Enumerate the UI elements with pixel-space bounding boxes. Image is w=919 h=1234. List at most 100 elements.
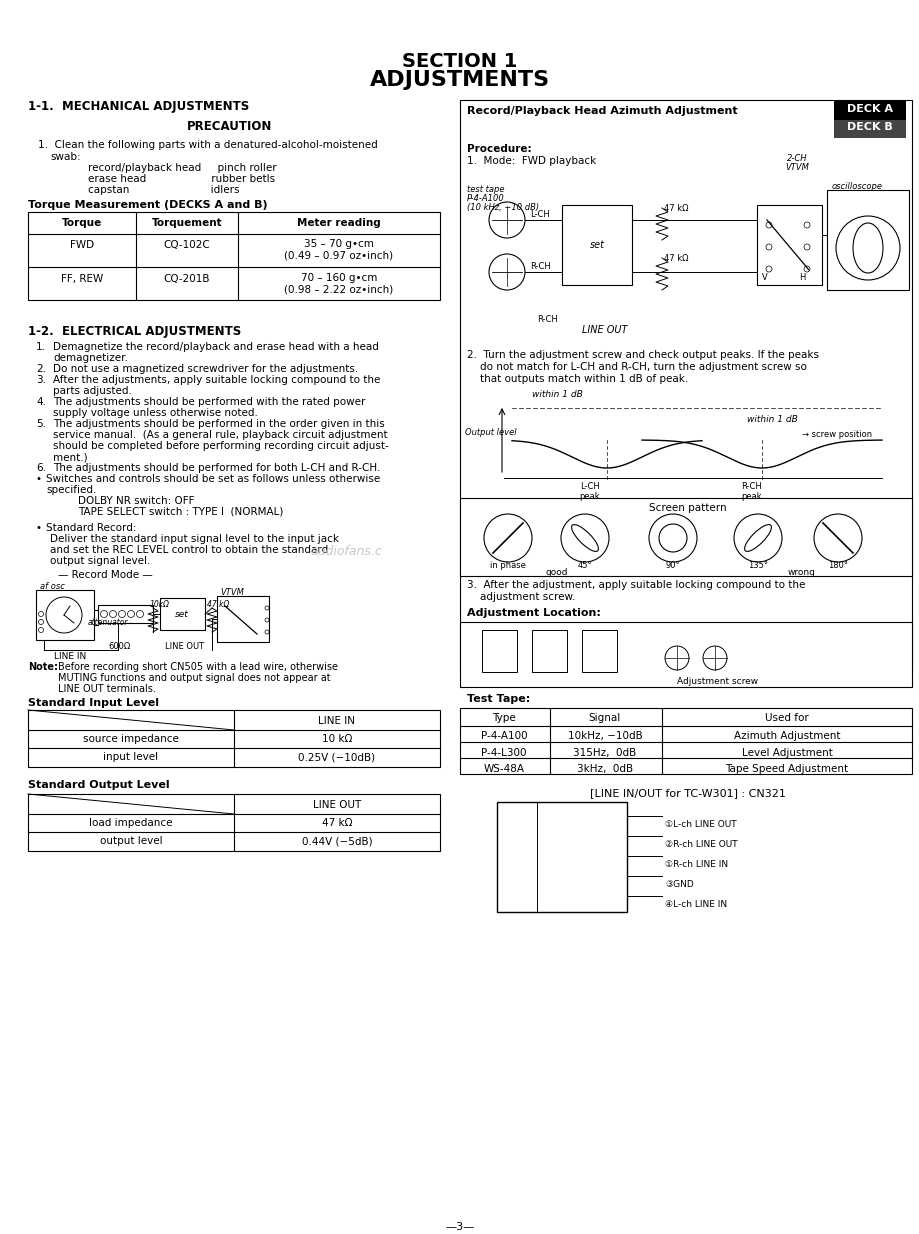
Text: 2.: 2. [36,364,46,374]
Bar [834,100,905,120]
Circle shape [39,612,43,617]
Text: Standard Input Level: Standard Input Level [28,698,159,708]
Text: within 1 dB: within 1 dB [531,390,582,399]
Circle shape [733,515,781,561]
Text: L-CH: L-CH [529,210,550,218]
Text: The adjustments should be performed for both L-CH and R-CH.: The adjustments should be performed for … [53,463,380,473]
Text: 0.25V (−10dB): 0.25V (−10dB) [298,752,375,763]
Text: FF, REW: FF, REW [61,274,103,284]
Bar [582,631,617,673]
Text: TAPE SELECT switch : TYPE I  (NORMAL): TAPE SELECT switch : TYPE I (NORMAL) [78,507,283,517]
Text: test tape: test tape [467,185,504,194]
Text: Demagnetize the record/playback and erase head with a head: Demagnetize the record/playback and eras… [53,342,379,352]
Text: Meter reading: Meter reading [297,218,380,228]
Text: VTVM: VTVM [784,163,808,172]
Circle shape [39,619,43,624]
Circle shape [664,647,688,670]
Text: (0.98 – 2.22 oz•inch): (0.98 – 2.22 oz•inch) [284,284,393,294]
Text: Deliver the standard input signal level to the input jack: Deliver the standard input signal level … [50,534,338,544]
Text: H: H [798,273,804,283]
Circle shape [483,515,531,561]
Circle shape [128,611,134,617]
Text: within 1 dB: within 1 dB [746,415,797,424]
Ellipse shape [852,223,882,273]
Text: 10 kΩ: 10 kΩ [322,734,352,744]
Bar [28,212,439,300]
Text: ④L-ch LINE IN: ④L-ch LINE IN [664,900,726,909]
Text: P-4-A100: P-4-A100 [467,194,505,204]
Text: LINE OUT: LINE OUT [582,325,627,334]
Bar [562,205,631,285]
Circle shape [265,618,268,622]
Text: source impedance: source impedance [83,734,178,744]
Bar [28,793,439,851]
Circle shape [835,216,899,280]
Text: demagnetizer.: demagnetizer. [53,353,128,363]
Circle shape [648,515,697,561]
Circle shape [136,611,143,617]
Text: 1.: 1. [36,342,46,352]
Bar [160,598,205,631]
Text: Screen pattern: Screen pattern [649,503,726,513]
Text: LINE OUT terminals.: LINE OUT terminals. [58,684,155,694]
Circle shape [265,631,268,634]
Text: oscilloscope: oscilloscope [831,181,882,191]
Text: 3.: 3. [36,375,46,385]
Text: 47 kΩ: 47 kΩ [664,254,687,263]
Text: swab:: swab: [50,152,81,162]
Bar [496,802,627,912]
Text: ①L-ch LINE OUT: ①L-ch LINE OUT [664,821,736,829]
Text: wrong: wrong [788,568,815,578]
Text: 70 – 160 g•cm: 70 – 160 g•cm [301,273,377,283]
Text: LINE OUT: LINE OUT [312,800,361,810]
Text: specified.: specified. [46,485,96,495]
Text: 600Ω: 600Ω [108,642,130,652]
Text: Standard Record:: Standard Record: [46,523,136,533]
Text: should be completed before performing recording circuit adjust-: should be completed before performing re… [53,441,389,450]
Text: Adjustment Location:: Adjustment Location: [467,608,600,618]
Bar [460,499,911,576]
Ellipse shape [743,524,770,552]
Text: good: good [545,568,568,578]
Circle shape [100,611,108,617]
Text: VTVM: VTVM [220,587,244,597]
Circle shape [803,244,809,251]
Text: Do not use a magnetized screwdriver for the adjustments.: Do not use a magnetized screwdriver for … [53,364,357,374]
Text: → screw position: → screw position [801,429,871,439]
Ellipse shape [658,524,686,552]
Text: ment.): ment.) [53,452,87,462]
Text: L-CH
peak: L-CH peak [579,482,600,501]
Text: 315Hz,  0dB: 315Hz, 0dB [573,748,636,758]
Text: R-CH: R-CH [529,262,550,271]
Text: —3—: —3— [445,1222,474,1232]
Text: parts adjusted.: parts adjusted. [53,386,131,396]
Text: 0.44V (−5dB): 0.44V (−5dB) [301,835,372,847]
Text: 1.  Mode:  FWD playback: 1. Mode: FWD playback [467,155,596,167]
Text: capstan                         idlers: capstan idlers [88,185,239,195]
Text: 3.  After the adjustment, apply suitable locking compound to the: 3. After the adjustment, apply suitable … [467,580,804,590]
Text: ADJUSTMENTS: ADJUSTMENTS [369,70,550,90]
Text: CQ-102C: CQ-102C [164,239,210,251]
Bar [217,596,268,642]
Text: LINE IN: LINE IN [318,716,355,726]
Text: Torquement: Torquement [152,218,222,228]
Text: 90°: 90° [665,561,679,570]
Text: 1-2.  ELECTRICAL ADJUSTMENTS: 1-2. ELECTRICAL ADJUSTMENTS [28,325,241,338]
Text: R-CH: R-CH [537,315,557,325]
Text: that outputs match within 1 dB of peak.: that outputs match within 1 dB of peak. [467,374,687,384]
Bar [834,120,905,138]
Text: Used for: Used for [765,713,808,723]
Text: 10kHz, −10dB: 10kHz, −10dB [567,731,641,740]
Text: load impedance: load impedance [89,818,173,828]
Circle shape [39,628,43,633]
Text: Adjustment screw: Adjustment screw [676,677,757,686]
Text: ②R-ch LINE OUT: ②R-ch LINE OUT [664,840,737,849]
Text: FWD: FWD [70,239,94,251]
Text: 5.: 5. [36,420,46,429]
Text: After the adjustments, apply suitable locking compound to the: After the adjustments, apply suitable lo… [53,375,380,385]
Text: 45°: 45° [577,561,592,570]
Text: The adjustments should be performed with the rated power: The adjustments should be performed with… [53,397,365,407]
Text: 10kΩ: 10kΩ [150,600,170,610]
Text: 180°: 180° [827,561,847,570]
Text: — Record Mode —: — Record Mode — [58,570,153,580]
